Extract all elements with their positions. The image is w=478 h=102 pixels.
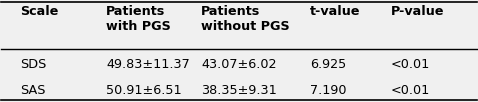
Text: <0.01: <0.01 bbox=[391, 58, 430, 71]
Text: 6.925: 6.925 bbox=[310, 58, 347, 71]
Text: 7.190: 7.190 bbox=[310, 84, 347, 97]
Text: Scale: Scale bbox=[21, 5, 59, 18]
Text: 38.35±9.31: 38.35±9.31 bbox=[201, 84, 277, 97]
Text: 43.07±6.02: 43.07±6.02 bbox=[201, 58, 276, 71]
Text: 50.91±6.51: 50.91±6.51 bbox=[106, 84, 182, 97]
Text: SAS: SAS bbox=[21, 84, 46, 97]
Text: 49.83±11.37: 49.83±11.37 bbox=[106, 58, 190, 71]
Text: SDS: SDS bbox=[21, 58, 47, 71]
Text: Patients
without PGS: Patients without PGS bbox=[201, 5, 290, 33]
Text: Patients
with PGS: Patients with PGS bbox=[106, 5, 171, 33]
Text: t-value: t-value bbox=[310, 5, 361, 18]
Text: P-value: P-value bbox=[391, 5, 445, 18]
Text: <0.01: <0.01 bbox=[391, 84, 430, 97]
